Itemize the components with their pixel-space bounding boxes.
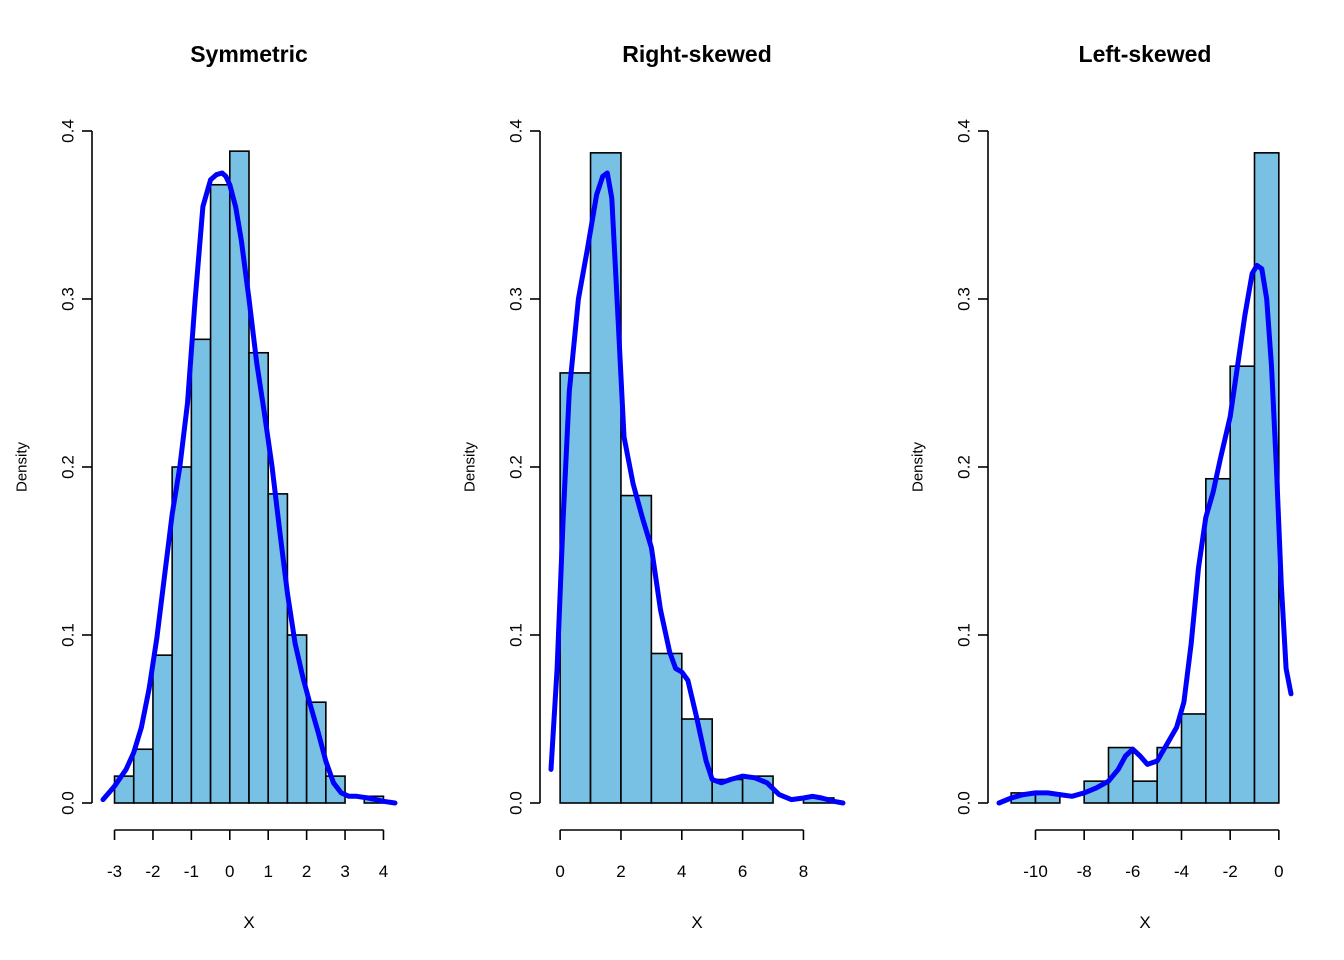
y-tick-label: 0.3 xyxy=(955,287,974,311)
x-tick-label: 6 xyxy=(738,862,747,881)
x-tick-label: 8 xyxy=(799,862,808,881)
y-tick-label: 0.2 xyxy=(955,455,974,479)
y-axis-label: Density xyxy=(14,441,31,492)
x-axis-label: X xyxy=(691,913,702,932)
y-axis: 0.0 0.1 0.2 0.3 0.4 Density xyxy=(910,119,989,815)
x-axis-label: X xyxy=(1139,913,1150,932)
x-tick-label: 4 xyxy=(677,862,686,881)
x-tick-label: 4 xyxy=(379,862,388,881)
x-tick-label: -8 xyxy=(1077,862,1092,881)
y-tick-label: 0.4 xyxy=(507,119,526,143)
x-tick-label: 1 xyxy=(263,862,272,881)
x-tick-label: 0 xyxy=(1274,862,1283,881)
x-tick-label: -2 xyxy=(145,862,160,881)
histogram-bar xyxy=(190,338,212,804)
y-tick-label: 0.4 xyxy=(955,119,974,143)
y-axis-label: Density xyxy=(910,441,927,492)
histogram-bar xyxy=(1229,365,1256,804)
y-axis-label: Density xyxy=(462,441,479,492)
y-tick-label: 0.4 xyxy=(59,119,78,143)
chart-panel-3: Left-skewed 0.0 0.1 0.2 0.3 0.4 Density -10 -8 -6… xyxy=(910,41,1294,932)
histogram-bar xyxy=(325,775,346,804)
y-tick-label: 0.3 xyxy=(59,287,78,311)
x-tick-label: -3 xyxy=(107,862,122,881)
histogram-bar xyxy=(620,494,653,804)
y-tick-label: 0.1 xyxy=(507,623,526,647)
x-tick-label: 0 xyxy=(555,862,564,881)
y-tick-label: 0.1 xyxy=(59,623,78,647)
y-tick-label: 0.3 xyxy=(507,287,526,311)
x-tick-label: -4 xyxy=(1174,862,1189,881)
chart-title: Symmetric xyxy=(190,41,308,67)
histogram-bar xyxy=(152,654,173,804)
histogram-bar xyxy=(209,183,231,804)
x-tick-label: 3 xyxy=(340,862,349,881)
y-tick-label: 0.1 xyxy=(955,623,974,647)
histogram-bar xyxy=(1205,477,1231,804)
chart-title: Left-skewed xyxy=(1079,41,1212,67)
y-tick-label: 0.2 xyxy=(507,455,526,479)
x-tick-label: -10 xyxy=(1023,862,1048,881)
y-axis: 0.0 0.1 0.2 0.3 0.4 Density xyxy=(462,119,541,815)
chart-title: Right-skewed xyxy=(622,41,772,67)
density-curve xyxy=(100,170,398,806)
y-tick-label: 0.0 xyxy=(59,791,78,815)
x-tick-label: 2 xyxy=(302,862,311,881)
chart-panel-2: Right-skewed 0.0 0.1 0.2 0.3 0.4 Density 0 2 4 6 8 X xyxy=(462,41,846,932)
histogram-bar xyxy=(171,466,193,804)
histogram-bar xyxy=(228,150,250,804)
x-axis: -10 -8 -6 -4 -2 0 X xyxy=(1023,829,1284,932)
x-axis-label: X xyxy=(243,913,254,932)
histogram-bar xyxy=(132,748,154,804)
histogram-bar xyxy=(267,493,289,804)
density-curve xyxy=(548,170,846,806)
x-tick-label: 0 xyxy=(225,862,234,881)
x-tick-label: -1 xyxy=(184,862,199,881)
x-axis: 0 2 4 6 8 X xyxy=(555,829,808,932)
y-axis: 0.0 0.1 0.2 0.3 0.4 Density xyxy=(14,119,93,815)
chart-panel-1: Symmetric 0.0 0.1 0.2 0.3 0.4 Density -3 -2 -1 0 1 2… xyxy=(14,41,398,932)
y-tick-label: 0.0 xyxy=(507,791,526,815)
x-tick-label: 2 xyxy=(616,862,625,881)
histogram-bar xyxy=(650,652,683,804)
x-tick-label: -2 xyxy=(1223,862,1238,881)
x-axis: -3 -2 -1 0 1 2 3 4 X xyxy=(107,829,388,932)
y-tick-label: 0.0 xyxy=(955,791,974,815)
histogram-bar xyxy=(1132,780,1158,804)
x-tick-label: -6 xyxy=(1125,862,1140,881)
y-tick-label: 0.2 xyxy=(59,455,78,479)
density-curve xyxy=(996,262,1294,806)
histogram-bar xyxy=(1180,713,1207,804)
